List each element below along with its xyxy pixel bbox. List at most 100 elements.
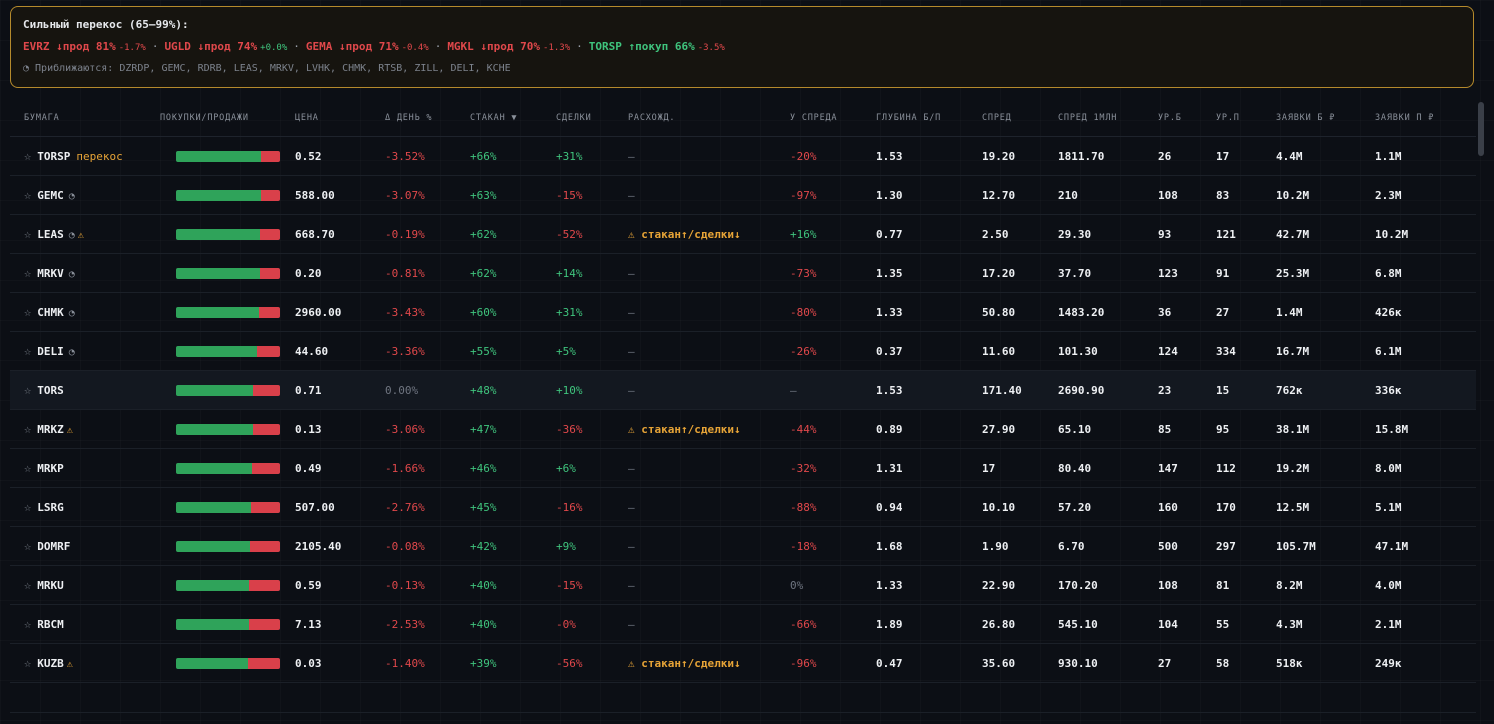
depth-cell: 1.30 <box>876 188 903 202</box>
skew-alert-panel: Сильный перекос (65–99%): EVRZ ↓прод 81%… <box>10 6 1474 88</box>
symbol-ticker[interactable]: TORSP <box>37 150 71 163</box>
star-icon[interactable]: ☆ <box>24 383 32 397</box>
levels-buy-cell: 23 <box>1158 383 1172 397</box>
symbol-ticker[interactable]: LSRG <box>37 501 64 514</box>
buy-sell-cell <box>160 462 295 474</box>
sell-portion <box>261 189 280 201</box>
alert-item[interactable]: MGKL ↓прод 70% <box>447 40 541 53</box>
symbol-ticker[interactable]: MRKZ <box>37 423 64 436</box>
column-header[interactable]: РАСХОЖД. <box>628 113 676 123</box>
symbol-ticker[interactable]: DOMRF <box>37 540 71 553</box>
table-row[interactable]: ☆ LEAS ◔ ⚠ 668.70 -0.19% +62% -52% ⚠ стакан↑/сде… <box>10 215 1476 254</box>
symbol-ticker[interactable]: MRKV <box>37 267 64 280</box>
symbol-ticker[interactable]: GEMC <box>37 189 64 202</box>
star-icon[interactable]: ☆ <box>24 227 32 241</box>
depth-cell: 0.94 <box>876 500 903 514</box>
table-row[interactable]: ☆ LSRG 507.00 -2.76% +45% -16% — -88% 0.94 10.10 5… <box>10 488 1476 527</box>
scrollbar-thumb[interactable] <box>1478 102 1484 156</box>
star-icon[interactable]: ☆ <box>24 149 32 163</box>
trades-cell: +5% <box>556 344 576 358</box>
column-header[interactable]: ЗАЯВКИ Б ₽ <box>1276 113 1336 123</box>
approaching-clock-icon: ◔ <box>68 269 75 280</box>
column-header[interactable]: СПРЕД 1МЛН <box>1058 113 1118 123</box>
table-row[interactable]: ☆ DELI ◔ 44.60 -3.36% +55% +5% — -26% 0.37 11.60 10… <box>10 332 1476 371</box>
column-header[interactable]: БУМАГА <box>24 113 60 123</box>
spread-cell: 171.40 <box>982 383 1022 397</box>
column-header[interactable]: СТАКАН ▼ <box>470 113 518 123</box>
column-header[interactable]: ЦЕНА <box>295 113 319 123</box>
orders-buy-cell: 762к <box>1276 383 1303 397</box>
table-row[interactable]: ☆ KUZB ⚠ 0.03 -1.40% +39% -56% ⚠ стакан↑/сделки… <box>10 644 1476 683</box>
alert-item[interactable]: GEMA ↓прод 71% <box>305 40 399 53</box>
sell-portion <box>252 423 280 435</box>
column-header[interactable]: СДЕЛКИ <box>556 113 592 123</box>
orders-sell-cell: 2.3M <box>1375 188 1402 202</box>
near-spread-cell: -44% <box>790 422 817 436</box>
table-row[interactable]: ☆ RBCM 7.13 -2.53% +40% -0% — -66% 1.89 26.80 545.… <box>10 605 1476 644</box>
alert-item[interactable]: UGLD ↓прод 74% <box>164 40 258 53</box>
star-icon[interactable]: ☆ <box>24 578 32 592</box>
approaching-clock-icon: ◔ <box>68 230 75 241</box>
symbol-ticker[interactable]: KUZB <box>37 657 64 670</box>
sell-portion <box>250 501 280 513</box>
orders-buy-cell: 25.3M <box>1276 266 1310 280</box>
buy-portion <box>176 618 249 630</box>
symbol-cell: ☆ CHMK ◔ <box>10 305 160 319</box>
star-icon[interactable]: ☆ <box>24 461 32 475</box>
divergence-cell: — <box>628 500 635 514</box>
spread-1m-cell: 930.10 <box>1058 656 1098 670</box>
table-row[interactable]: ☆ TORS 0.71 0.00% +48% +10% — — 1.53 171.40 2690.9… <box>10 371 1476 410</box>
star-icon[interactable]: ☆ <box>24 344 32 358</box>
orders-buy-cell: 38.1M <box>1276 422 1310 436</box>
near-spread-cell: -88% <box>790 500 817 514</box>
sell-portion <box>260 267 280 279</box>
alert-item[interactable]: TORSP ↑покуп 66% <box>588 40 695 53</box>
star-icon[interactable]: ☆ <box>24 656 32 670</box>
warning-icon: ⚠ <box>77 230 84 241</box>
buy-sell-bar <box>176 618 280 630</box>
table-row[interactable]: ☆ CHMK ◔ 2960.00 -3.43% +60% +31% — -80% 1.33 50.8… <box>10 293 1476 332</box>
approaching-clock-icon: ◔ <box>68 347 75 358</box>
symbol-ticker[interactable]: MRKU <box>37 579 64 592</box>
spread-1m-cell: 37.70 <box>1058 266 1092 280</box>
column-header[interactable]: Δ ДЕНЬ % <box>385 113 433 123</box>
star-icon[interactable]: ☆ <box>24 500 32 514</box>
symbol-ticker[interactable]: LEAS <box>37 228 64 241</box>
orders-buy-cell: 42.7M <box>1276 227 1310 241</box>
column-header[interactable]: ГЛУБИНА Б/П <box>876 113 942 123</box>
symbol-ticker[interactable]: RBCM <box>37 618 64 631</box>
column-header[interactable]: ПОКУПКИ/ПРОДАЖИ <box>160 113 249 123</box>
table-row[interactable]: ☆ MRKP 0.49 -1.66% +46% +6% — -32% 1.31 17 80.40 14… <box>10 449 1476 488</box>
buy-sell-cell <box>160 306 295 318</box>
table-row[interactable]: ☆ DOMRF 2105.40 -0.08% +42% +9% — -18% 1.68 1.90 6… <box>10 527 1476 566</box>
symbol-ticker[interactable]: DELI <box>37 345 64 358</box>
star-icon[interactable]: ☆ <box>24 188 32 202</box>
buy-portion <box>176 657 248 669</box>
warning-icon: ⚠ <box>66 425 73 436</box>
trades-cell: +31% <box>556 149 583 163</box>
column-header[interactable]: У СПРЕДА <box>790 113 838 123</box>
star-icon[interactable]: ☆ <box>24 422 32 436</box>
table-row[interactable]: ☆ GEMC ◔ 588.00 -3.07% +63% -15% — -97% 1.30 12.70… <box>10 176 1476 215</box>
column-header[interactable]: ЗАЯВКИ П ₽ <box>1375 113 1435 123</box>
star-icon[interactable]: ☆ <box>24 539 32 553</box>
symbol-cell: ☆ MRKU <box>10 578 160 592</box>
price-cell: 0.49 <box>295 461 322 475</box>
levels-buy-cell: 123 <box>1158 266 1178 280</box>
table-row[interactable]: ☆ MRKZ ⚠ 0.13 -3.06% +47% -36% ⚠ стакан↑/сделки… <box>10 410 1476 449</box>
column-header[interactable]: УР.П <box>1216 113 1240 123</box>
symbol-ticker[interactable]: CHMK <box>37 306 64 319</box>
table-row[interactable]: ☆ MRKU 0.59 -0.13% +40% -15% — 0% 1.33 22.90 170.2… <box>10 566 1476 605</box>
star-icon[interactable]: ☆ <box>24 266 32 280</box>
buy-sell-cell <box>160 540 295 552</box>
table-row[interactable]: ☆ MRKV ◔ 0.20 -0.81% +62% +14% — -73% 1.35 17.20 37… <box>10 254 1476 293</box>
spread-cell: 11.60 <box>982 344 1016 358</box>
symbol-ticker[interactable]: TORS <box>37 384 64 397</box>
column-header[interactable]: СПРЕД <box>982 113 1012 123</box>
star-icon[interactable]: ☆ <box>24 617 32 631</box>
column-header[interactable]: УР.Б <box>1158 113 1182 123</box>
star-icon[interactable]: ☆ <box>24 305 32 319</box>
table-row[interactable]: ☆ TORSP перекос 0.52 -3.52% +66% +31% — -20% 1.53… <box>10 137 1476 176</box>
symbol-ticker[interactable]: MRKP <box>37 462 64 475</box>
alert-item[interactable]: EVRZ ↓прод 81% <box>23 40 116 53</box>
